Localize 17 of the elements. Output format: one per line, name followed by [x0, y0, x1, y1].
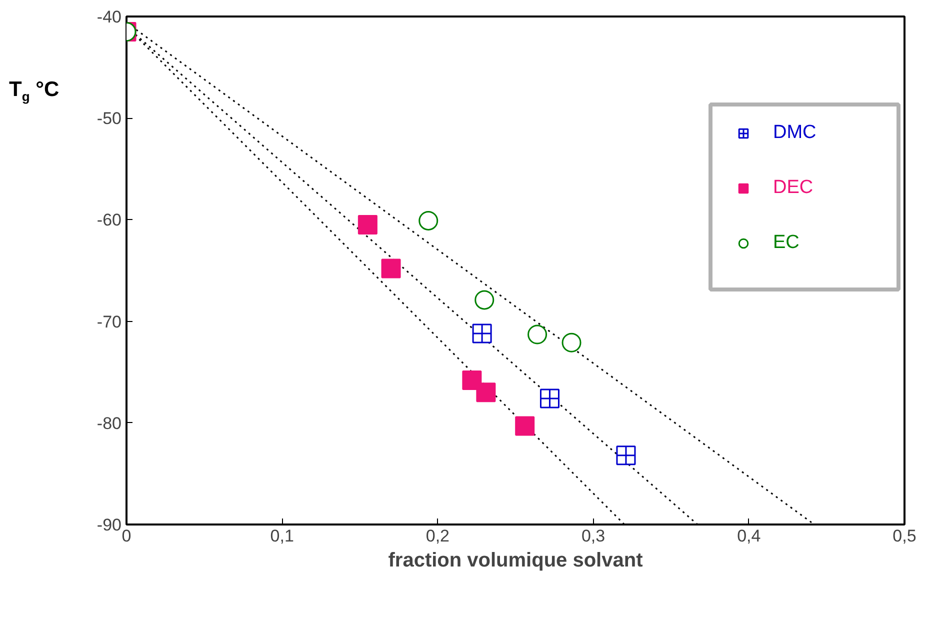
y-tick-label: -80 — [96, 414, 122, 433]
y-tick-label: -40 — [96, 8, 122, 26]
x-tick-label: 0,2 — [426, 526, 450, 546]
y-tick-label: -70 — [96, 312, 122, 332]
x-tick-label: 0,4 — [737, 526, 761, 546]
x-tick-label: 0,3 — [581, 526, 606, 546]
x-axis-title: fraction volumique solvant — [388, 550, 644, 572]
x-tick-label: 0,1 — [270, 526, 294, 546]
legend-label: EC — [773, 232, 800, 254]
x-tick-label: 0,5 — [892, 526, 916, 546]
y-tick-label: -90 — [96, 516, 122, 534]
legend-label: DEC — [773, 177, 814, 199]
x-tick-label: 0 — [122, 526, 132, 546]
legend-label: DMC — [773, 122, 816, 144]
y-tick-label: -50 — [96, 109, 122, 128]
y-axis-title: T$_{g}$ °C — [9, 77, 60, 106]
y-tick-label: -60 — [96, 210, 122, 230]
